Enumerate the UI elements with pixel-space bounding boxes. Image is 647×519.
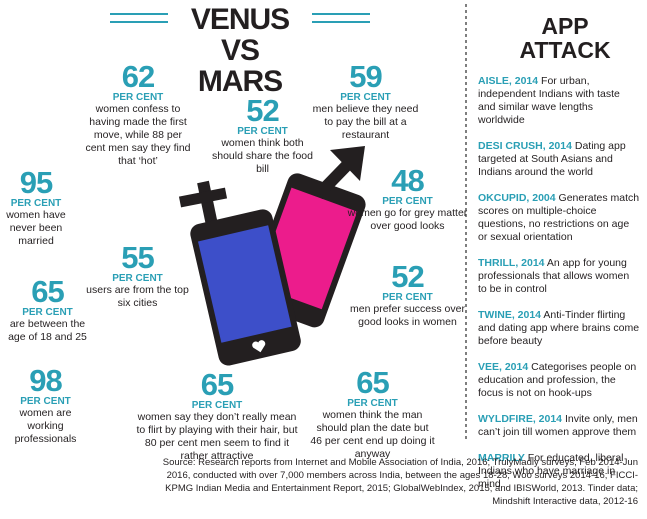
app-description: Anti-Tinder flirting and dating app wher…: [478, 309, 640, 347]
stat-text: women are working professionals: [14, 407, 77, 445]
stat-unit: PER CENT: [22, 307, 73, 318]
title-line: VENUS VS: [190, 3, 290, 67]
stat: 52 PER CENT men prefer success over good l…: [345, 259, 470, 329]
sidebar-title: APP ATTACK: [500, 14, 630, 62]
app-entry: AISLE, 2014 For urban, independent India…: [478, 75, 640, 127]
stat-text: women think the man should plan the date…: [310, 409, 435, 460]
stat-text: men believe they need to pay the bill at…: [312, 103, 419, 141]
app-name: VEE, 2014: [478, 361, 529, 373]
source: Source: Research reports from Internet a…: [162, 457, 638, 507]
app-name: THRILL, 2014: [478, 257, 545, 269]
stat-unit: PER CENT: [10, 198, 62, 209]
stat-number: 62: [121, 59, 155, 94]
stat: 52 PER CENT women think both should share …: [205, 93, 320, 176]
app-entry: WYLDFIRE, 2014 Invite only, men can’t jo…: [478, 413, 640, 439]
app-entry: DESI CRUSH, 2014 Dating app targeted at …: [478, 140, 640, 179]
stat-number: 65: [356, 365, 389, 400]
app-entry: VEE, 2014 Categorises people on educatio…: [478, 361, 640, 400]
stat-number: 52: [391, 259, 424, 294]
stat-text: women confess to having made the first m…: [85, 103, 191, 167]
stat-unit: PER CENT: [191, 400, 243, 411]
stat-text: men prefer success over good looks in wo…: [350, 303, 465, 328]
stat: 48 PER CENT women go for grey matter over …: [345, 163, 470, 233]
stat-unit: PER CENT: [237, 126, 288, 137]
stat-unit: PER CENT: [112, 92, 164, 103]
stat-text: are between the age of 18 and 25: [8, 318, 87, 343]
app-entry: OKCUPID, 2004 Generates match scores on …: [478, 192, 640, 244]
mars-arrowhead: [330, 146, 365, 181]
stat-number: 95: [19, 165, 53, 200]
app-name: AISLE, 2014: [478, 75, 539, 87]
stat-unit: PER CENT: [340, 92, 391, 103]
sidebar-title-line: APP: [541, 13, 589, 39]
stat-text: users are from the top six cities: [86, 284, 189, 309]
stat-text: women have never been married: [6, 209, 66, 247]
app-name: OKCUPID, 2004: [478, 192, 556, 204]
stat-unit: PER CENT: [112, 273, 163, 284]
venus-stem: [197, 180, 218, 227]
venus-bar: [178, 187, 228, 208]
stat: 62 PER CENT women confess to having made t…: [83, 59, 193, 168]
title-line: MARS: [197, 65, 283, 98]
stat-number: 55: [121, 240, 154, 275]
app-description: For educated, liberal Indians who have m…: [478, 452, 624, 490]
app-entry: MARRILY For educated, liberal Indians wh…: [478, 452, 640, 491]
stat-unit: PER CENT: [347, 398, 398, 409]
stat-text: women say they don’t really mean to flir…: [136, 411, 298, 462]
stat-text: women think both should share the food b…: [212, 137, 313, 175]
stat: 98 PER CENT women are working professional…: [3, 363, 88, 446]
stat-unit: PER CENT: [382, 196, 433, 207]
stat-number: 98: [29, 363, 62, 398]
app-list: AISLE, 2014 For urban, independent India…: [478, 75, 640, 504]
stat-number: 65: [31, 274, 64, 309]
stat-number: 65: [200, 367, 234, 402]
app-description: Invite only, men can’t join till women a…: [478, 413, 638, 438]
app-entry: THRILL, 2014 An app for young profession…: [478, 257, 640, 296]
stat-number: 48: [391, 163, 424, 198]
stat-number: 52: [246, 93, 279, 128]
sidebar-title-line: ATTACK: [519, 37, 611, 63]
stat-text: women go for grey matter over good looks: [347, 207, 468, 232]
app-entry: TWINE, 2014 Anti-Tinder flirting and dat…: [478, 309, 640, 348]
stat-unit: PER CENT: [382, 292, 433, 303]
stat: 95 PER CENT women have never been married: [0, 165, 72, 248]
app-name: DESI CRUSH, 2014: [478, 140, 572, 152]
stat: 65 PER CENT women say they don’t really me…: [133, 367, 301, 463]
app-name: TWINE, 2014: [478, 309, 542, 321]
title: VENUS VS MARS: [170, 4, 310, 97]
app-description: Generates match scores on multiple-choic…: [478, 192, 640, 243]
stat-unit: PER CENT: [20, 396, 71, 407]
app-name: WYLDFIRE, 2014: [478, 413, 563, 425]
app-description: Categorises people on education and prof…: [478, 361, 637, 399]
app-description: Dating app targeted at South Asians and …: [478, 140, 626, 178]
blue-phone: [190, 209, 301, 366]
app-name: MARRILY: [478, 452, 525, 464]
app-description: An app for young professionals that allo…: [478, 257, 630, 295]
stat: 65 PER CENT women think the man should pla…: [310, 365, 435, 461]
stat-number: 59: [349, 59, 382, 94]
stat: 65 PER CENT are between the age of 18 and …: [0, 274, 95, 344]
stat: 55 PER CENT users are from the top six cit…: [85, 240, 190, 310]
app-description: For urban, independent Indians with tast…: [478, 75, 620, 126]
stat: 59 PER CENT men believe they need to pay t…: [308, 59, 423, 142]
